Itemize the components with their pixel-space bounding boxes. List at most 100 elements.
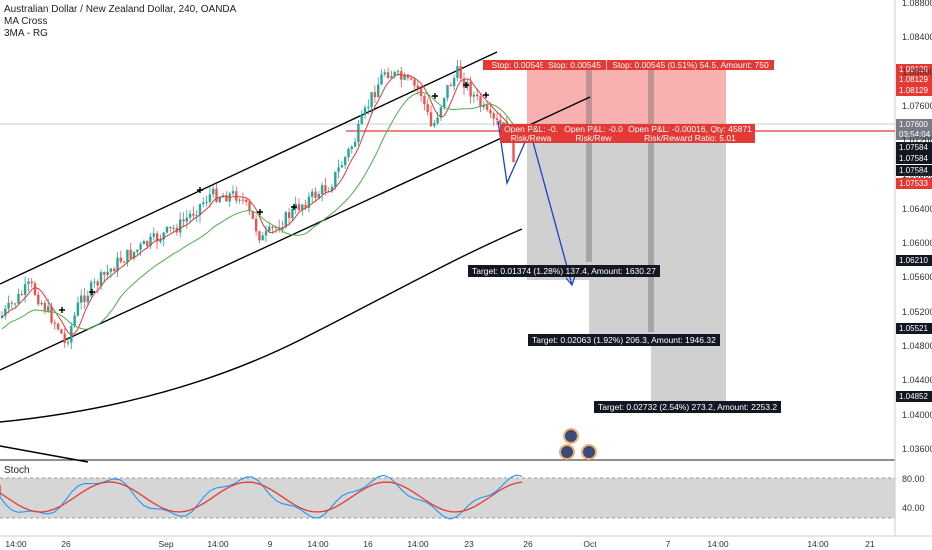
candle-body: [80, 295, 83, 303]
candle-body: [314, 191, 317, 199]
candle-body: [429, 112, 433, 127]
ma-slow: [1, 91, 514, 330]
candle-body: [93, 281, 96, 283]
target-label-1[interactable]: Target: 0.01374 (1.28%) 137.4, Amount: 1…: [468, 265, 660, 277]
candle-body: [446, 85, 449, 98]
pl-label-2b[interactable]: Risk/Rew: [562, 133, 625, 143]
candle-body: [347, 149, 350, 158]
indicator-ma-cross[interactable]: MA Cross: [4, 16, 48, 27]
price-tag: 1.06210: [896, 255, 932, 266]
ma-cross-marker: [257, 209, 263, 215]
candle-body: [297, 204, 301, 210]
candle-body: [495, 118, 499, 121]
candle-body: [492, 113, 495, 119]
candle-body: [116, 257, 119, 272]
price-tag: 1.07584: [896, 153, 932, 164]
time-axis-label: 14:00: [407, 539, 429, 549]
ma-cross-marker: [197, 187, 203, 193]
event-flag-icon[interactable]: [563, 428, 579, 444]
target-label-2[interactable]: Target: 0.02063 (1.92%) 206.3, Amount: 1…: [528, 334, 720, 346]
price-axis-label: 1.06400: [902, 203, 932, 214]
price-axis-label: 1.05200: [902, 306, 932, 317]
candle-body: [208, 194, 212, 202]
price-tag: 1.08129: [896, 74, 932, 85]
candle-body: [423, 96, 426, 105]
price-tag: 1.04852: [896, 391, 932, 402]
pl-label-2a[interactable]: Open P&L: -0.0: [562, 124, 625, 134]
candle-body: [271, 226, 274, 229]
candle-body: [291, 208, 294, 219]
time-axis-label: 9: [267, 539, 273, 549]
candle-body: [317, 194, 320, 199]
candle-body: [334, 171, 337, 187]
price-axis-label: 1.07600: [902, 100, 932, 111]
candle-body: [0, 315, 4, 318]
time-axis-label: 14:00: [5, 539, 27, 549]
symbol-title[interactable]: Australian Dollar / New Zealand Dollar, …: [4, 4, 237, 15]
trend-line-low: [0, 445, 89, 463]
candle-body: [452, 77, 456, 87]
candle-body: [274, 227, 278, 229]
candle-body: [139, 244, 142, 250]
candle-body: [152, 233, 155, 237]
candle-body: [416, 85, 419, 89]
event-flag-icon[interactable]: [581, 444, 597, 460]
candle-body: [198, 204, 202, 216]
candle-body: [106, 271, 109, 275]
candle-body: [126, 249, 129, 263]
candle-body: [344, 157, 347, 166]
pl-label-3b[interactable]: Risk/Reward Ratio: 5.01: [625, 133, 755, 143]
candle-body: [258, 231, 261, 241]
candle-body: [99, 272, 103, 286]
candle-body: [489, 109, 492, 114]
stop-label-3[interactable]: Stop: 0.00545 (0.51%) 54.5, Amount: 750: [607, 60, 774, 70]
candle-body: [370, 92, 373, 107]
candle-body: [23, 284, 27, 295]
candle-body: [63, 333, 66, 343]
candle-body: [373, 92, 377, 98]
candle-body: [119, 257, 122, 262]
stop-label-2[interactable]: Stop: 0.00545: [543, 60, 606, 70]
candle-body: [56, 323, 60, 330]
candle-body: [76, 302, 80, 316]
indicator-3ma[interactable]: 3MA - RG: [4, 28, 48, 39]
candle-body: [403, 75, 406, 80]
target-label-3[interactable]: Target: 0.02732 (2.54%) 273.2, Amount: 2…: [594, 401, 782, 413]
pl-label-1b[interactable]: Risk/Rewa: [500, 133, 562, 143]
time-axis-label: 16: [363, 539, 373, 549]
time-axis-label: 14:00: [807, 539, 829, 549]
pl-label-3a[interactable]: Open P&L: -0.00016, Qty: 45871: [625, 124, 755, 134]
candle-body: [66, 342, 70, 344]
candle-body: [320, 185, 324, 195]
time-axis-label: 14:00: [207, 539, 229, 549]
candle-body: [353, 141, 357, 147]
price-tag: 1.05521: [896, 323, 932, 334]
candle-body: [96, 281, 99, 286]
candle-body: [142, 240, 146, 245]
price-tag: 1.08129: [896, 64, 932, 75]
candle-body: [245, 199, 248, 202]
candle-body: [30, 281, 33, 284]
stoch-label[interactable]: Stoch: [4, 465, 30, 476]
price-tag: 03:54:04: [896, 129, 932, 140]
projection-path-2: [529, 130, 573, 286]
candle-body: [327, 190, 330, 192]
pl-label-1a[interactable]: Open P&L: -0.: [500, 124, 562, 134]
price-tag: 1.07584: [896, 142, 932, 153]
stop-label-1[interactable]: Stop: 0.00545: [483, 60, 553, 70]
candle-body: [433, 123, 436, 127]
candle-body: [136, 249, 139, 252]
candle-body: [476, 94, 479, 97]
candle-body: [459, 66, 462, 79]
candle-body: [396, 71, 400, 73]
candle-body: [284, 212, 287, 228]
price-tag: 1.08129: [896, 85, 932, 96]
candle-body: [231, 191, 235, 194]
candle-body: [40, 303, 43, 305]
candle-body: [340, 165, 344, 168]
price-axis-label: 1.07200: [902, 135, 932, 146]
candle-body: [172, 227, 175, 229]
event-flag-icon[interactable]: [559, 444, 575, 460]
candle-body: [307, 196, 311, 208]
